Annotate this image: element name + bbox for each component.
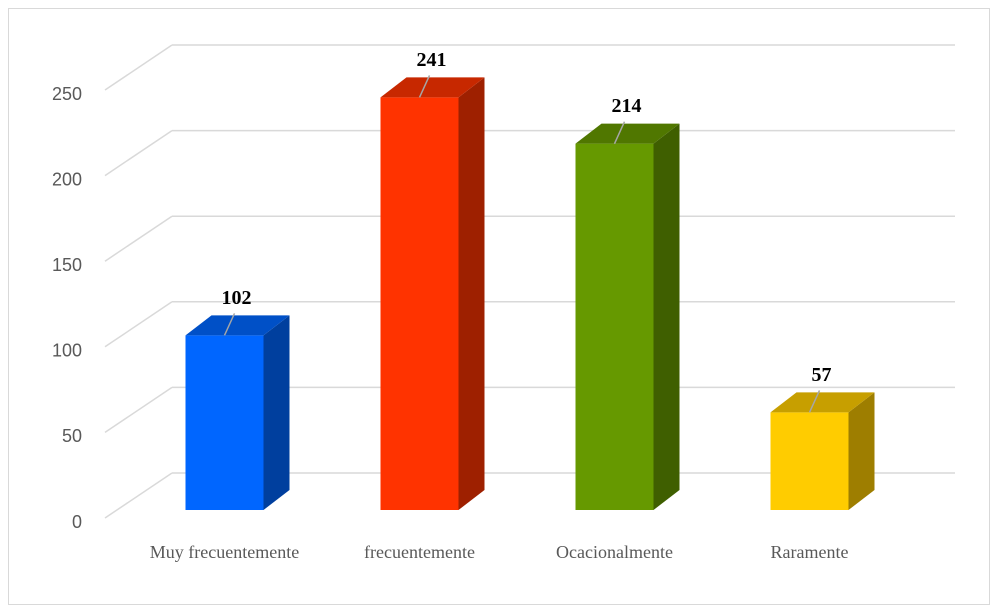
grid-line-side <box>104 44 173 91</box>
grid-line-side <box>104 215 173 262</box>
leader-line <box>223 313 236 336</box>
bar-side <box>263 315 290 510</box>
chart-border <box>8 8 990 605</box>
bar-top <box>185 315 290 336</box>
bar-front <box>185 335 264 510</box>
y-tick-label: 200 <box>52 169 82 189</box>
x-tick-label: Raramente <box>770 542 849 562</box>
x-tick-label: Ocacionalmente <box>556 542 673 562</box>
grid-line-side <box>104 386 173 434</box>
bar-side <box>653 123 680 510</box>
leader-line <box>613 121 626 144</box>
bar <box>770 392 875 510</box>
bar-front <box>380 97 459 511</box>
y-tick-label: 0 <box>72 512 82 532</box>
grid-line-side <box>104 129 173 177</box>
data-label: 241 <box>417 49 447 71</box>
bar-front <box>575 143 654 510</box>
bar <box>575 123 680 510</box>
y-tick-label: 150 <box>52 255 82 275</box>
leader-line <box>808 390 821 413</box>
bar-side <box>458 77 485 511</box>
bar-top <box>380 77 485 98</box>
leader-line <box>418 75 431 98</box>
y-tick-label: 100 <box>52 341 82 361</box>
data-label: 214 <box>612 95 642 117</box>
y-tick-label: 50 <box>62 426 82 446</box>
bar-top <box>575 123 680 144</box>
x-tick-label: Muy frecuentemente <box>149 542 300 562</box>
grid-line-side <box>104 301 173 348</box>
grid-line-side <box>104 472 173 519</box>
bar <box>185 315 290 510</box>
bar <box>380 77 485 511</box>
bar-top <box>770 392 875 413</box>
data-label: 102 <box>222 287 252 309</box>
bar-side <box>848 392 875 510</box>
y-tick-label: 250 <box>52 84 82 104</box>
x-tick-label: frecuentemente <box>364 542 475 562</box>
data-label: 57 <box>812 364 832 386</box>
bar-front <box>770 412 849 510</box>
